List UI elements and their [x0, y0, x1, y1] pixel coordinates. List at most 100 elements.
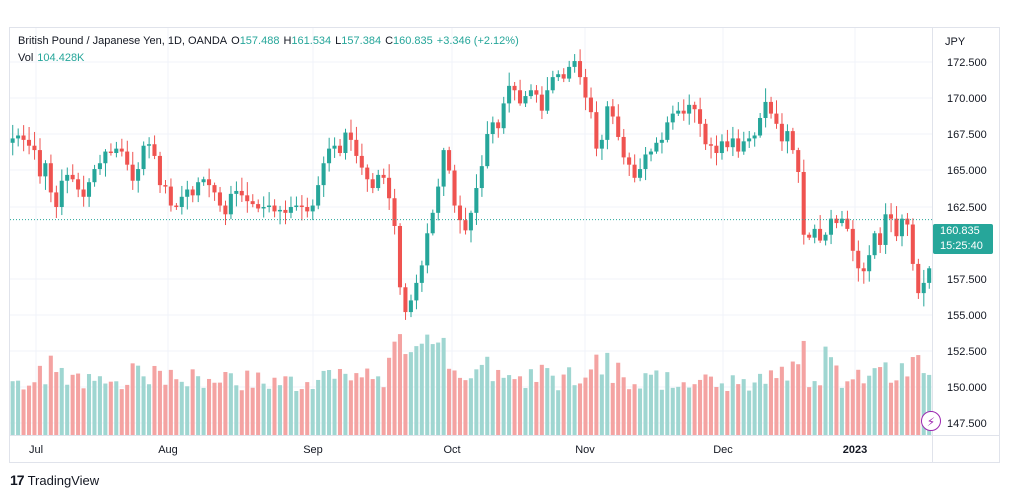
volume-bar [785, 380, 790, 435]
volume-bar [32, 382, 37, 435]
candle-body [348, 132, 353, 140]
candle-body [468, 212, 473, 231]
flash-icon[interactable]: ⚡ [921, 411, 941, 431]
y-tick-label: 162.500 [947, 202, 987, 214]
volume-bar [850, 379, 855, 435]
volume-bar [561, 374, 566, 435]
volume-bar [768, 370, 773, 435]
y-tick-label: 155.000 [947, 310, 987, 322]
volume-bar [370, 379, 375, 435]
volume-bar [174, 379, 179, 435]
volume-bar [577, 383, 583, 435]
candle-body [692, 104, 697, 110]
volume-bar [130, 363, 135, 435]
volume-bar [54, 372, 59, 435]
candle-body [567, 66, 572, 79]
tradingview-brand[interactable]: 17 TradingView [10, 472, 99, 488]
candle-body [479, 166, 484, 189]
volume-bar [365, 368, 370, 435]
volume-bar [419, 343, 424, 435]
candle-body [818, 228, 823, 241]
candle-body [698, 109, 703, 124]
candle-body [643, 154, 648, 170]
candle-body [708, 144, 713, 146]
volume-bar [856, 369, 861, 435]
volume-bar [758, 373, 763, 435]
x-tick-label: Jul [29, 444, 43, 456]
volume-bar [168, 369, 173, 435]
candle-body [10, 138, 15, 143]
candle-body [152, 144, 157, 156]
symbol-title: British Pound / Japanese Yen, 1D, OANDA [18, 35, 228, 47]
candle-body [861, 268, 866, 272]
candle-body [916, 263, 921, 294]
open-label: O [231, 35, 240, 47]
candle-body [387, 177, 392, 199]
candle-body [883, 214, 888, 245]
candle-body [594, 112, 599, 149]
volume-bar [272, 377, 277, 435]
candle-body [850, 228, 855, 251]
candle-body [392, 198, 397, 226]
y-tick-label: 150.000 [947, 382, 987, 394]
candle-body [741, 141, 746, 152]
candle-body [845, 218, 850, 229]
candle-body [381, 174, 386, 178]
volume-bar [76, 373, 81, 435]
candle-body [174, 205, 179, 208]
volume-bar [921, 373, 926, 435]
candle-body [828, 218, 833, 235]
volume-bar [637, 388, 643, 435]
candle-body [796, 150, 801, 172]
volume-bar [327, 370, 332, 435]
volume-bar [479, 364, 484, 435]
candle-body [305, 207, 310, 212]
candle-body [310, 205, 315, 212]
candle-body [648, 151, 653, 155]
volume-bar [163, 384, 168, 435]
volume-bar [261, 383, 266, 435]
volume-bar [910, 357, 915, 435]
volume-bar [605, 352, 610, 435]
candle-body [114, 148, 119, 154]
candle-body [16, 135, 21, 139]
volume-bar [594, 354, 599, 435]
tradingview-logo-icon: 17 [10, 472, 25, 488]
volume-bar [545, 368, 550, 435]
candle-body [108, 151, 113, 154]
candle-body [768, 101, 773, 114]
x-tick-label: 2023 [843, 444, 867, 456]
volume-bar [250, 387, 255, 435]
candle-body [485, 134, 490, 167]
volume-bar [752, 382, 757, 435]
volume-bar [343, 373, 348, 435]
candle-body [447, 150, 452, 171]
candle-body [141, 145, 146, 170]
candle-body [747, 138, 752, 142]
volume-bar [807, 387, 812, 435]
volume-bar [501, 377, 506, 435]
candle-body [201, 179, 206, 183]
y-tick-label: 167.500 [947, 129, 987, 141]
volume-bar [392, 341, 397, 435]
candle-body [627, 157, 632, 165]
volume-bar [256, 372, 261, 435]
volume-bar [774, 378, 779, 435]
volume-bar [894, 380, 899, 435]
x-tick-label: Sep [303, 444, 323, 456]
volume-bar [179, 381, 184, 435]
volume-bar [414, 346, 419, 435]
candle-body [736, 138, 741, 152]
volume-bar [763, 383, 768, 435]
volume-bar [310, 389, 315, 435]
volume-bar [92, 380, 97, 435]
volume-bar [583, 377, 588, 435]
volume-bar [425, 334, 430, 435]
volume-bar [692, 384, 697, 435]
candle-body [665, 122, 670, 140]
volume-bar [37, 365, 42, 435]
open-value: 157.488 [239, 35, 280, 47]
volume-bar [201, 387, 206, 435]
candle-body [190, 189, 195, 196]
